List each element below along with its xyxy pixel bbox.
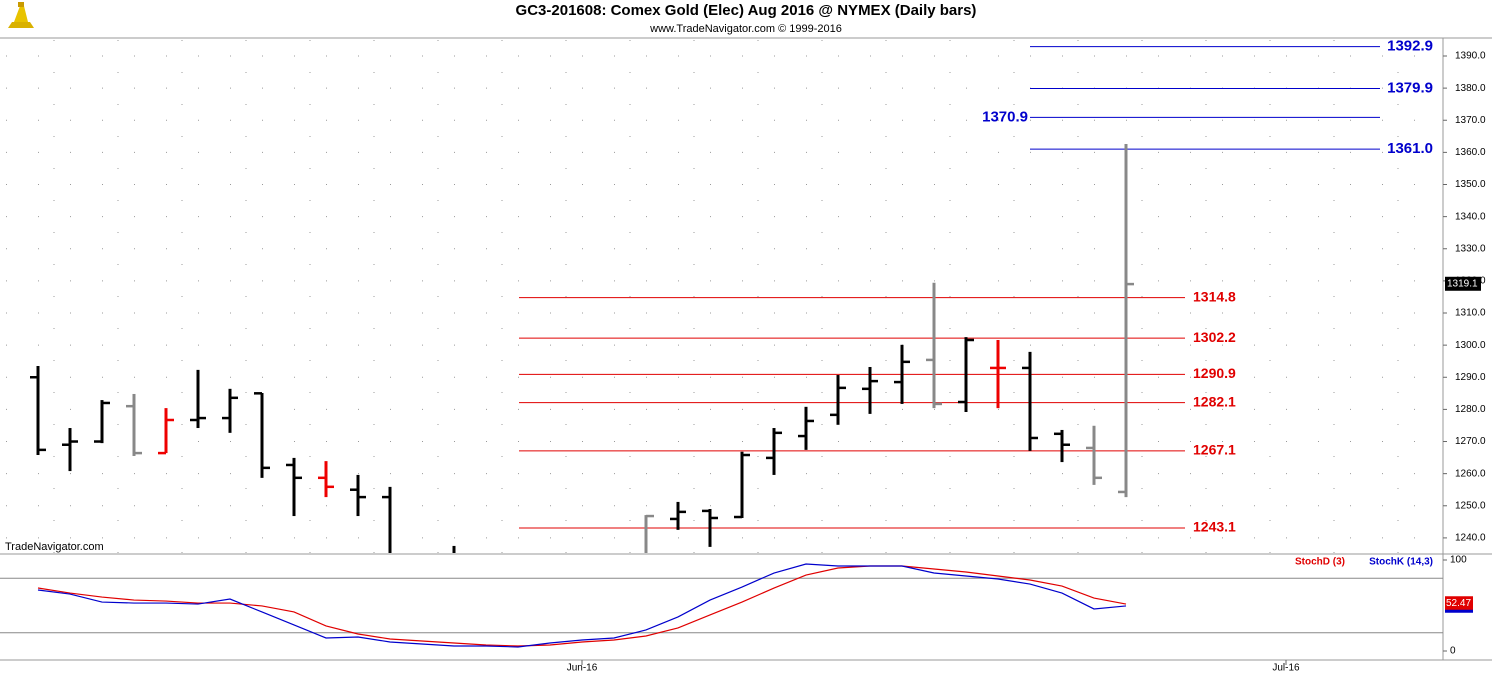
fib-label: 1282.1 [1193, 393, 1236, 409]
y-tick-label: 1380.0 [1455, 83, 1486, 94]
price-bar [1086, 425, 1102, 485]
price-bar [286, 457, 302, 517]
fib-label: 1290.9 [1193, 365, 1236, 381]
price-bar [670, 501, 686, 530]
price-bar [798, 406, 814, 450]
logo [8, 2, 34, 28]
price-bar [766, 428, 782, 475]
price-bar [1054, 429, 1070, 463]
price-bar [126, 393, 142, 456]
stoch-line [37, 563, 1127, 648]
price-bar [734, 451, 750, 519]
x-tick-label: Jun-16 [567, 663, 598, 674]
last-value-label: 52.47 [1446, 598, 1471, 609]
price-bar [862, 366, 878, 414]
target-label: 1361.0 [1387, 140, 1433, 157]
price-bar [452, 545, 456, 553]
price-bar [62, 428, 78, 472]
price-bar [254, 392, 270, 478]
y-tick-label: 1290.0 [1455, 372, 1486, 383]
fib-label: 1267.1 [1193, 442, 1236, 458]
price-bar [926, 282, 942, 409]
price-bar [958, 337, 974, 412]
price-bar [894, 344, 910, 404]
y-tick-label: 1280.0 [1455, 404, 1486, 415]
x-tick-label: Jul-16 [1272, 663, 1300, 674]
target-label: 1370.9 [982, 108, 1028, 125]
price-bar [1022, 351, 1038, 451]
y-tick-label: 1340.0 [1455, 211, 1486, 222]
y-tick-label: 1300.0 [1455, 340, 1486, 351]
header-bg [0, 0, 1492, 38]
price-bar [990, 339, 1006, 409]
price-bar [350, 474, 366, 517]
stoch-line [37, 565, 1127, 647]
fib-label: 1302.2 [1193, 329, 1236, 345]
watermark: TradeNavigator.com [5, 541, 104, 553]
y-tick-label: 1390.0 [1455, 51, 1486, 62]
price-bar [382, 486, 392, 553]
price-bar [158, 408, 174, 455]
y-tick-label: 1370.0 [1455, 115, 1486, 126]
y-tick-label: 1350.0 [1455, 179, 1486, 190]
price-bar [94, 400, 110, 444]
price-bar [1118, 144, 1134, 498]
last-price-box [1445, 276, 1481, 291]
y-tick-label: 0 [1450, 646, 1456, 657]
y-tick-label: 1330.0 [1455, 243, 1486, 254]
price-bar [30, 366, 46, 456]
last-value-box [1445, 596, 1473, 611]
chart-subtitle: www.TradeNavigator.com © 1999-2016 [649, 23, 842, 35]
price-bar [702, 508, 718, 547]
price-bar [318, 461, 334, 498]
price-bar [644, 514, 654, 553]
price-bar [222, 388, 238, 433]
legend-entry: StochK (14,3) [1369, 557, 1433, 568]
y-tick-label: 1360.0 [1455, 147, 1486, 158]
chart-title: GC3-201608: Comex Gold (Elec) Aug 2016 @… [516, 2, 977, 19]
target-label: 1379.9 [1387, 79, 1433, 96]
y-tick-label: 1270.0 [1455, 436, 1486, 447]
price-bar [830, 375, 846, 425]
target-label: 1392.9 [1387, 38, 1433, 55]
y-tick-label: 1250.0 [1455, 500, 1486, 511]
legend-entry: StochD (3) [1295, 557, 1345, 568]
y-tick-label: 100 [1450, 555, 1467, 566]
fib-label: 1243.1 [1193, 519, 1236, 535]
price-bar [190, 369, 206, 429]
y-tick-label: 1240.0 [1455, 533, 1486, 544]
y-tick-label: 1310.0 [1455, 308, 1486, 319]
y-tick-label: 1260.0 [1455, 468, 1486, 479]
last-price-label: 1319.1 [1447, 278, 1478, 289]
fib-label: 1314.8 [1193, 288, 1236, 304]
